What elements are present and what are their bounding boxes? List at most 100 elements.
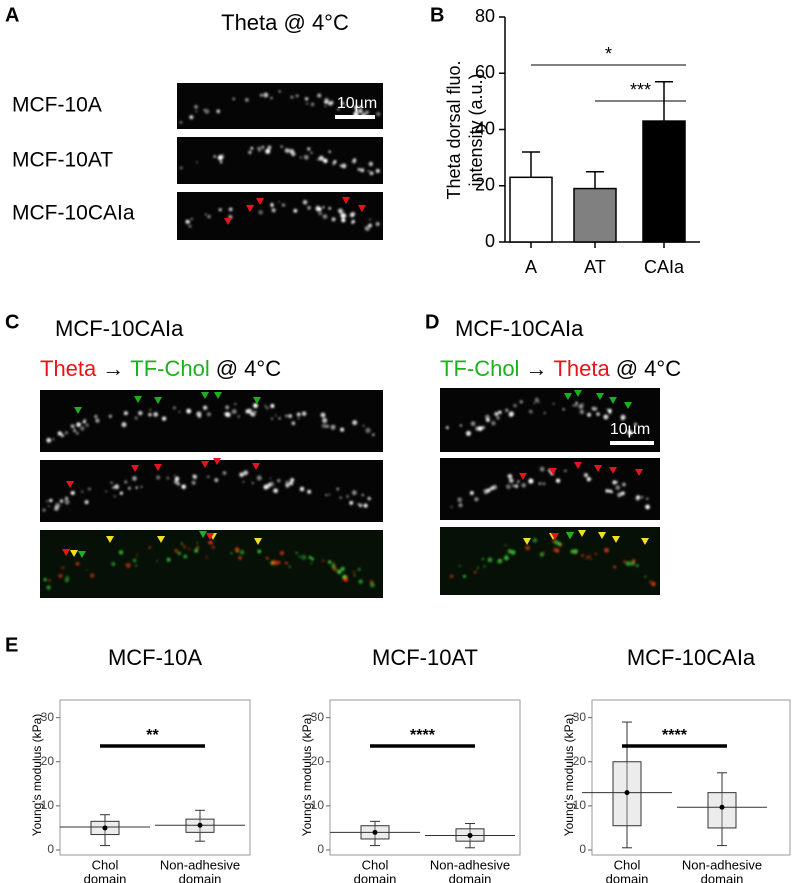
speckle-dot: [153, 412, 159, 417]
speckle-dot: [89, 573, 95, 578]
panel-label: D: [425, 311, 439, 333]
speckle-dot: [59, 499, 64, 503]
subtitle-part: →: [102, 356, 124, 381]
speckle-dot: [481, 558, 484, 561]
micrograph: [40, 460, 383, 522]
speckle-dot: [279, 550, 285, 556]
bar: [509, 176, 553, 243]
arrowhead: [201, 461, 209, 468]
speckle-dot: [307, 489, 312, 494]
speckle-dot: [474, 497, 479, 502]
micrograph: [177, 192, 383, 240]
speckle-dot: [216, 109, 221, 114]
speckle-dot: [128, 486, 131, 490]
speckle-dot: [183, 545, 186, 549]
speckle-dot: [112, 486, 115, 489]
row-label: MCF-10A: [12, 94, 102, 117]
arrowhead: [154, 464, 162, 471]
speckle-dot: [277, 479, 281, 483]
speckle-dot: [182, 544, 185, 546]
speckle-dot: [317, 93, 322, 98]
speckle-dot: [644, 575, 647, 579]
speckle-dot: [465, 430, 472, 436]
speckle-dot: [613, 565, 617, 569]
panel-label: A: [5, 4, 19, 26]
y-tick-label: 0: [485, 231, 495, 251]
speckle-dot: [604, 547, 609, 553]
x-tick-label: Non-adhesive: [682, 857, 762, 872]
arrowhead: [609, 397, 617, 404]
speckle-dot: [503, 555, 509, 561]
y-tick-label: 40: [475, 118, 495, 138]
mean-dot: [719, 804, 725, 810]
speckle-dot: [280, 145, 283, 148]
speckle-dot: [267, 145, 272, 150]
speckle-dot: [487, 557, 493, 563]
speckle-dot: [351, 490, 357, 496]
speckle-dot: [341, 101, 345, 105]
arrowhead: [224, 218, 232, 225]
speckle-dot: [207, 214, 211, 219]
arrowhead: [134, 396, 142, 403]
speckle-dot: [191, 480, 196, 485]
speckle-dot: [321, 559, 325, 563]
speckle-dot: [270, 203, 274, 207]
speckle-dot: [622, 482, 626, 487]
speckle-dot: [108, 414, 112, 418]
speckle-dot: [324, 98, 329, 103]
speckle-dot: [605, 489, 609, 493]
speckle-dot: [504, 544, 507, 547]
speckle: [42, 470, 371, 512]
speckle-dot: [288, 414, 293, 418]
speckle-dot: [281, 203, 286, 207]
speckle-dot: [140, 485, 143, 488]
speckle-dot: [562, 408, 565, 411]
speckle: [450, 538, 656, 587]
scale-bar-label: 10µm: [337, 95, 377, 112]
arrowhead: [519, 473, 527, 480]
speckle-dot: [278, 416, 281, 420]
speckle-dot: [225, 405, 230, 410]
speckle-dot: [273, 560, 279, 566]
speckle-dot: [135, 553, 139, 557]
significance-label: ***: [630, 80, 651, 100]
y-tick-label: 20: [41, 754, 55, 768]
speckle-dot: [328, 150, 332, 154]
y-tick-label: 0: [317, 842, 324, 856]
speckle-dot: [336, 569, 342, 575]
speckle-dot: [339, 210, 341, 213]
mean-dot: [372, 829, 378, 835]
speckle-dot: [188, 225, 192, 228]
speckle-dot: [307, 147, 311, 151]
speckle-dot: [516, 480, 520, 484]
speckle-dot: [293, 208, 298, 213]
speckle-dot: [539, 466, 545, 472]
speckle-dot: [148, 412, 152, 417]
speckle-dot: [306, 102, 308, 105]
arrowhead: [252, 463, 260, 470]
speckle-dot: [237, 415, 241, 418]
arrowhead: [596, 393, 604, 400]
speckle-dot: [256, 475, 262, 481]
speckle-dot: [369, 582, 375, 588]
speckle-dot: [242, 481, 245, 483]
speckle-dot: [357, 568, 361, 571]
speckle-dot: [245, 409, 250, 414]
speckle-dot: [296, 412, 301, 417]
speckle-dot: [513, 403, 517, 408]
y-tick-label: 0: [47, 842, 54, 856]
speckle-dot: [612, 480, 617, 485]
y-tick-label: 20: [573, 754, 587, 768]
speckle-dot: [607, 408, 612, 413]
x-tick-label: AT: [584, 257, 606, 277]
speckle-dot: [196, 541, 199, 544]
speckle-dot: [594, 552, 597, 556]
significance-label: **: [146, 727, 159, 744]
arrowhead: [256, 198, 264, 205]
speckle-dot: [333, 567, 337, 572]
arrowhead: [342, 197, 350, 204]
speckle-dot: [195, 161, 198, 164]
speckle-dot: [204, 108, 210, 114]
panel-title: MCF-10CAIa: [455, 316, 584, 341]
speckle-dot: [450, 574, 454, 579]
